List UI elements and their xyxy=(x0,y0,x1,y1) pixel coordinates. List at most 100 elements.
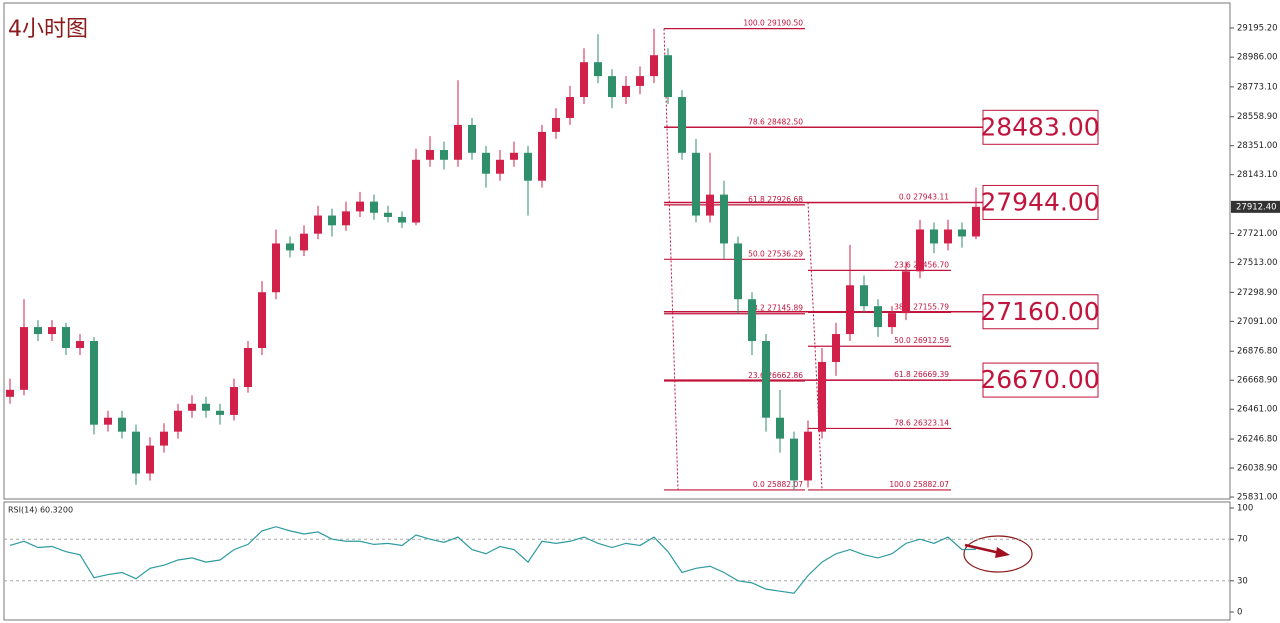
y-tick-label: 26668.90 xyxy=(1237,376,1278,386)
y-tick-label: 28351.00 xyxy=(1237,141,1278,151)
candle-body xyxy=(664,55,672,98)
candle-body xyxy=(846,285,854,335)
rsi-label: RSI(14) 60.3200 xyxy=(8,506,73,515)
y-tick-label: 28558.90 xyxy=(1237,112,1278,122)
rsi-panel xyxy=(3,501,1231,621)
arrow-shaft xyxy=(964,543,1001,555)
candle-body xyxy=(398,216,406,223)
candle-body xyxy=(286,243,294,251)
candle-body xyxy=(594,62,602,77)
candle-body xyxy=(174,410,182,432)
candle-body xyxy=(552,117,560,132)
rsi-tick-label: 0 xyxy=(1237,608,1242,618)
fib-label: 38.2 27155.79 xyxy=(894,302,949,311)
y-tick-label: 25831.00 xyxy=(1237,493,1278,503)
y-tick-label: 27721.00 xyxy=(1237,229,1278,239)
y-tick-label: 28986.00 xyxy=(1237,53,1278,63)
candle-body xyxy=(314,215,322,234)
candle-body xyxy=(790,438,798,481)
fib-label: 50.0 26912.59 xyxy=(894,336,949,345)
candle-body xyxy=(412,159,420,223)
fib-label: 100.0 25882.07 xyxy=(889,480,949,489)
candle-body xyxy=(510,152,518,160)
candle-body xyxy=(804,431,812,481)
last-price-label: 27912.40 xyxy=(1236,202,1277,212)
y-tick-label: 26038.90 xyxy=(1237,464,1278,474)
candle-body xyxy=(762,341,770,418)
candle-body xyxy=(146,445,154,474)
candle-body xyxy=(34,327,42,335)
candle-body xyxy=(482,152,490,174)
level-box xyxy=(982,184,1099,220)
y-tick-label: 27091.00 xyxy=(1237,317,1278,327)
fib-label: 0.0 27943.11 xyxy=(899,193,949,202)
candle-body xyxy=(384,212,392,217)
y-tick-label: 28773.10 xyxy=(1237,82,1278,92)
last-price-tag xyxy=(1231,200,1280,213)
candle-body xyxy=(328,215,336,226)
candle-body xyxy=(650,55,658,77)
candle-body xyxy=(524,152,532,181)
fib-label: 100.0 29190.50 xyxy=(743,19,803,28)
candle-body xyxy=(76,341,84,349)
candle-body xyxy=(874,306,882,328)
candle-body xyxy=(62,327,70,349)
candle-body xyxy=(930,229,938,244)
candle-body xyxy=(958,229,966,237)
candle-body xyxy=(860,285,868,307)
chart-title: 4小时图 xyxy=(8,17,88,42)
candle-body xyxy=(104,417,112,425)
y-tick-label: 27298.90 xyxy=(1237,288,1278,298)
candle-body xyxy=(916,229,924,272)
candle-body xyxy=(734,243,742,300)
candle-body xyxy=(678,97,686,153)
fib-trend xyxy=(663,28,679,490)
y-tick-label: 26461.00 xyxy=(1237,405,1278,415)
level-box xyxy=(982,294,1099,330)
candle-body xyxy=(580,62,588,98)
rsi-line xyxy=(9,526,977,594)
candle-body xyxy=(832,334,840,362)
candle-body xyxy=(622,85,630,98)
candle-body xyxy=(426,150,434,160)
candle-body xyxy=(6,389,14,397)
candle-body xyxy=(356,201,364,212)
level-label: 27160.00 xyxy=(980,297,1099,326)
candle-body xyxy=(244,348,252,388)
candle-body xyxy=(258,292,266,349)
candle-body xyxy=(692,152,700,216)
candle-body xyxy=(300,233,308,251)
candle-body xyxy=(342,211,350,226)
arrow-head xyxy=(995,547,1010,558)
candle-body xyxy=(216,410,224,415)
fib-label: 61.8 27926.68 xyxy=(748,195,803,204)
highlight-ellipse xyxy=(963,535,1033,573)
fib-label: 50.0 27536.29 xyxy=(748,249,803,258)
candle-body xyxy=(972,206,980,237)
candle-body xyxy=(818,361,826,432)
candle-body xyxy=(608,76,616,98)
candle-body xyxy=(440,150,448,160)
candle-body xyxy=(944,229,952,244)
rsi-tick-label: 30 xyxy=(1237,576,1248,586)
y-tick-label: 29195.20 xyxy=(1237,23,1278,33)
fib-label: 78.6 26323.14 xyxy=(894,418,949,427)
candle-body xyxy=(20,327,28,390)
rsi-tick-label: 70 xyxy=(1237,535,1248,545)
fib-label: 23.6 26662.86 xyxy=(748,371,803,380)
candle-body xyxy=(468,124,476,153)
candle-body xyxy=(48,327,56,335)
y-tick-label: 27513.00 xyxy=(1237,258,1278,268)
candle-body xyxy=(888,313,896,328)
candle-body xyxy=(370,201,378,213)
level-box xyxy=(982,362,1099,398)
candle-body xyxy=(566,97,574,118)
fib-label: 38.2 27145.89 xyxy=(748,304,803,313)
candle-body xyxy=(202,403,210,411)
fib-label: 78.6 28482.50 xyxy=(748,117,803,126)
candle-body xyxy=(160,431,168,446)
candle-body xyxy=(636,76,644,86)
candle-body xyxy=(132,431,140,474)
candle-body xyxy=(454,124,462,160)
